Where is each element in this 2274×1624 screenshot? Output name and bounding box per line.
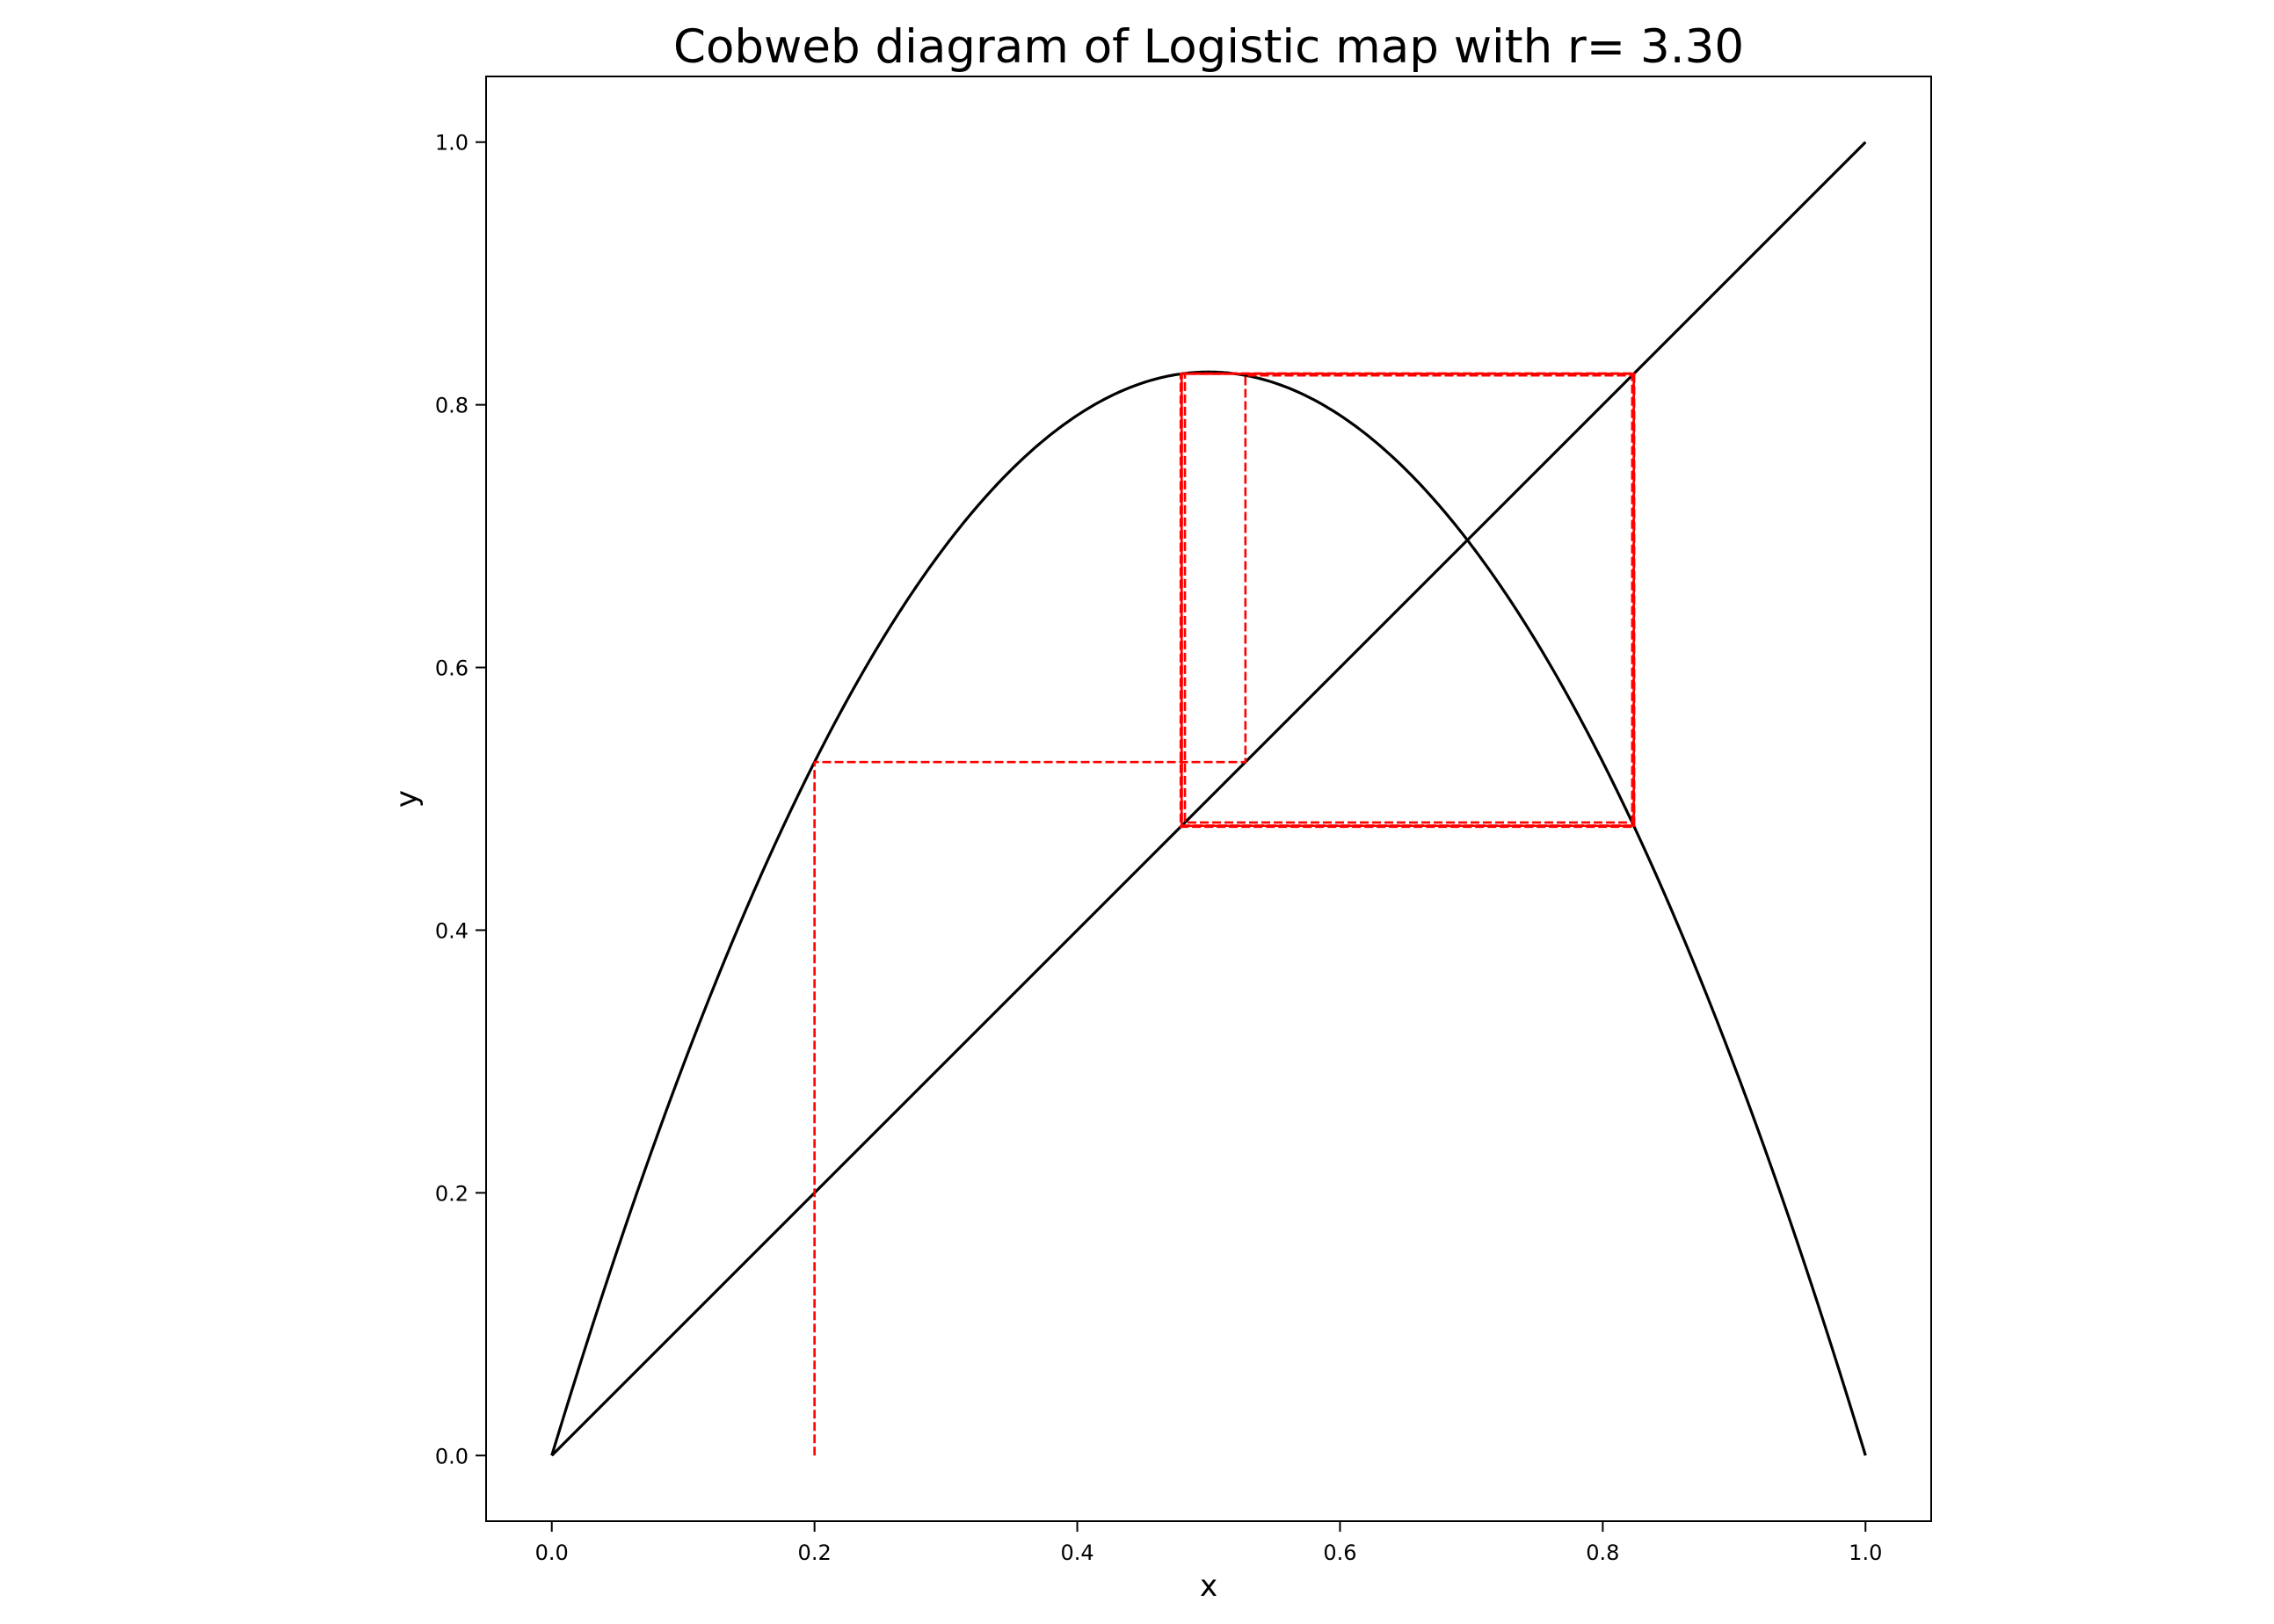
axes-frame — [485, 76, 1932, 1522]
logistic-curve — [550, 370, 1867, 1456]
y-tick-label: 0.4 — [435, 918, 469, 943]
y-axis: 0.0 0.2 0.4 0.6 0.8 1.0 — [435, 131, 486, 1468]
identity-line — [550, 141, 1867, 1457]
y-tick-label: 0.6 — [435, 656, 469, 681]
y-tick-label: 0.2 — [435, 1181, 469, 1206]
cobweb-path — [813, 372, 1636, 1456]
x-tick-label: 0.6 — [1323, 1541, 1356, 1565]
y-axis-label: y — [389, 790, 425, 808]
x-tick-label: 0.2 — [798, 1541, 832, 1565]
y-tick-label: 0.0 — [435, 1444, 469, 1468]
x-tick-label: 0.4 — [1060, 1541, 1093, 1565]
x-axis-label: x — [1200, 1569, 1217, 1604]
plot-area — [550, 141, 1867, 1457]
x-tick-label: 0.0 — [535, 1541, 569, 1565]
y-tick-label: 0.8 — [435, 394, 469, 418]
chart-title: Cobweb diagram of Logistic map with r= 3… — [673, 20, 1744, 74]
y-tick-label: 1.0 — [435, 131, 469, 156]
x-tick-label: 1.0 — [1849, 1541, 1882, 1565]
x-tick-label: 0.8 — [1586, 1541, 1619, 1565]
x-axis: 0.0 0.2 0.4 0.6 0.8 1.0 — [535, 1521, 1882, 1565]
